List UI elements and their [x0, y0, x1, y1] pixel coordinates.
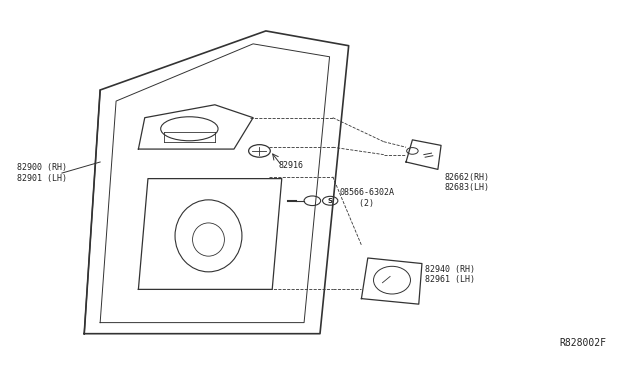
Text: 82900 (RH)
82901 (LH): 82900 (RH) 82901 (LH)	[17, 163, 67, 183]
Text: R828002F: R828002F	[560, 339, 607, 349]
Text: 82940 (RH)
82961 (LH): 82940 (RH) 82961 (LH)	[425, 265, 475, 284]
Text: 82916: 82916	[278, 161, 303, 170]
Text: S: S	[328, 198, 333, 204]
Text: 82662(RH)
82683(LH): 82662(RH) 82683(LH)	[444, 173, 489, 192]
Text: 08566-6302A
    (2): 08566-6302A (2)	[339, 188, 394, 208]
